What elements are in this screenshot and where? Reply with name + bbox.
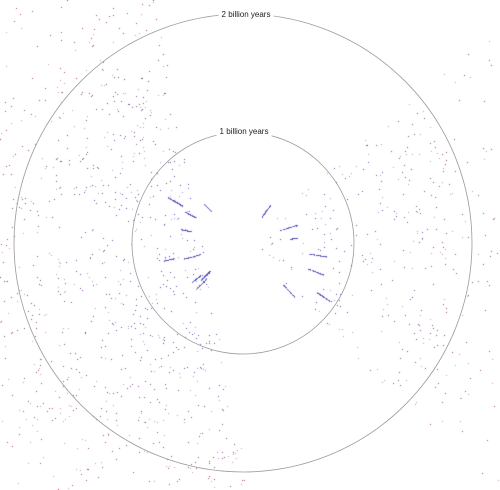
- ring-label-2-billion-years: 2 billion years: [218, 10, 274, 20]
- observer-center: [233, 233, 253, 253]
- ring-label-1-billion-years: 1 billion years: [216, 127, 272, 137]
